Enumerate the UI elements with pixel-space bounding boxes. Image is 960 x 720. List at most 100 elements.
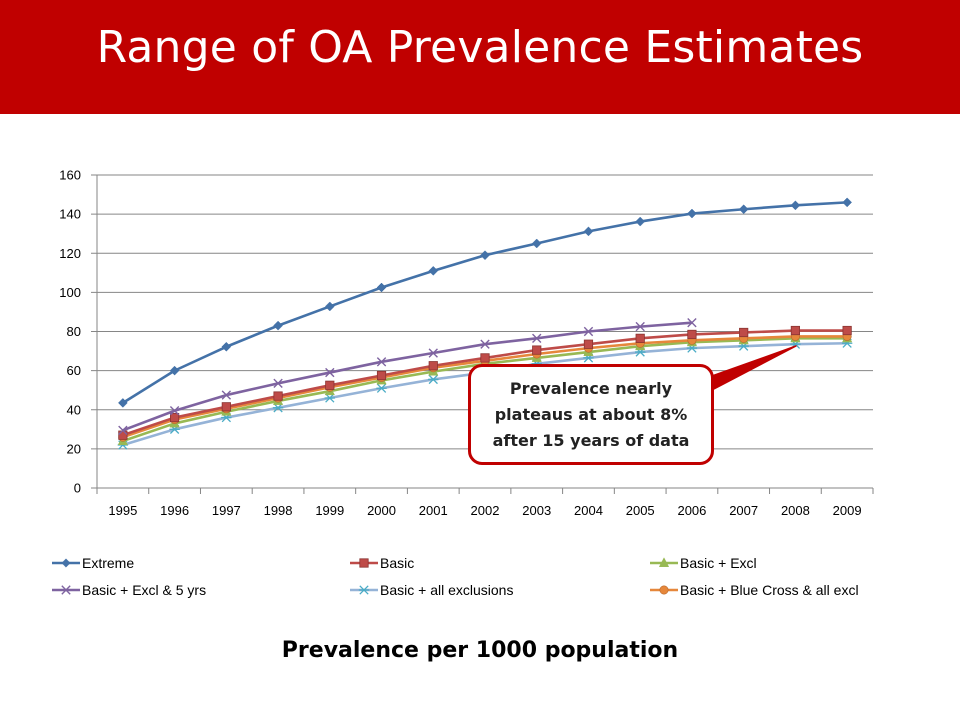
- x-tick-label: 2008: [781, 503, 810, 518]
- data-point: [480, 353, 490, 363]
- legend-item: Basic + all exclusions: [350, 582, 513, 598]
- x-tick-label: 2007: [729, 503, 758, 518]
- x-tick-label: 2000: [367, 503, 396, 518]
- data-point: [118, 398, 128, 408]
- series-group: [117, 197, 853, 450]
- x-tick-label: 1995: [108, 503, 137, 518]
- data-point: [221, 402, 231, 412]
- legend-label: Basic + all exclusions: [380, 582, 513, 598]
- x-tick-label: 1996: [160, 503, 189, 518]
- data-point: [738, 204, 749, 215]
- y-tick-label: 100: [59, 285, 81, 300]
- data-point: [583, 326, 594, 337]
- data-point: [221, 390, 232, 400]
- x-tick-label: 1998: [264, 503, 293, 518]
- data-point: [273, 320, 283, 331]
- slide-title: Range of OA Prevalence Estimates: [96, 22, 864, 73]
- legend-item: Basic: [350, 555, 414, 571]
- data-point: [169, 365, 180, 376]
- y-tick-label: 160: [59, 168, 81, 183]
- data-point: [324, 393, 335, 403]
- data-point: [687, 329, 697, 340]
- data-point: [687, 318, 697, 328]
- callout-box: Prevalence nearly plateaus at about 8% a…: [468, 364, 714, 465]
- x-tick-labels: 1995 1996 1997 1998 1999 2000 2001 2002 2003 2004…: [108, 503, 861, 518]
- data-point: [635, 216, 646, 227]
- data-point: [273, 391, 283, 401]
- data-point: [428, 266, 439, 276]
- data-point: [480, 250, 490, 261]
- data-point: [272, 403, 284, 413]
- legend-swatch-marker: [358, 585, 370, 595]
- data-point: [842, 197, 852, 208]
- legend-item: Extreme: [52, 555, 134, 571]
- data-point: [583, 226, 594, 237]
- x-tick-label: 2006: [677, 503, 706, 518]
- data-point: [325, 367, 335, 378]
- title-bar: Range of OA Prevalence Estimates: [0, 0, 960, 114]
- legend-item: Basic + Excl & 5 yrs: [52, 582, 206, 598]
- legend-swatch-marker: [359, 558, 369, 568]
- x-tick-label: 2005: [626, 503, 655, 518]
- data-point: [739, 327, 749, 338]
- callout-text: Prevalence nearly plateaus at about 8% a…: [492, 378, 690, 450]
- series-basic: [118, 325, 852, 440]
- data-point: [273, 378, 283, 389]
- series-line: [122, 321, 693, 432]
- data-point: [583, 339, 594, 349]
- data-point: [428, 348, 438, 358]
- y-tick-label: 80: [67, 324, 81, 339]
- data-point: [790, 200, 801, 211]
- data-point: [376, 357, 387, 367]
- data-point: [325, 380, 335, 390]
- y-tick-label: 140: [59, 207, 81, 222]
- y-tick-label: 0: [74, 481, 81, 496]
- x-tick-label: 1997: [212, 503, 241, 518]
- x-tick-label: 1999: [315, 503, 344, 518]
- x-tick-label: 2001: [419, 503, 448, 518]
- data-point: [635, 321, 645, 332]
- x-tick-label: 2003: [522, 503, 551, 518]
- data-point: [635, 333, 645, 343]
- legend-label: Extreme: [82, 555, 134, 571]
- axes: [91, 174, 874, 494]
- legend-item: Basic + Excl: [650, 555, 757, 571]
- legend-label: Basic: [380, 555, 414, 571]
- legend-swatch-marker: [659, 585, 669, 595]
- x-tick-label: 2004: [574, 503, 603, 518]
- legend-label: Basic + Excl & 5 yrs: [82, 582, 206, 598]
- x-tick-label: 2002: [471, 503, 500, 518]
- data-point: [221, 341, 232, 352]
- data-point: [376, 282, 387, 293]
- legend-label: Basic + Blue Cross & all excl: [680, 582, 859, 598]
- data-point: [118, 425, 128, 435]
- series-basic-excl-5-yrs: [118, 318, 697, 435]
- chart-area: 0 20 40 60 80 100 120 140 160 1995 1996 1997 1998 19…: [0, 114, 960, 624]
- data-point: [532, 333, 542, 344]
- data-point: [324, 301, 335, 312]
- data-point: [480, 339, 490, 349]
- x-tick-label: 2009: [833, 503, 862, 518]
- y-tick-label: 20: [67, 441, 81, 456]
- legend-swatch-marker: [658, 557, 670, 567]
- data-point: [428, 361, 438, 371]
- y-tick-labels: 0 20 40 60 80 100 120 140 160: [59, 168, 81, 496]
- y-tick-label: 120: [59, 246, 81, 261]
- callout-pointer: [711, 345, 797, 391]
- legend-swatch-marker: [61, 558, 71, 568]
- data-point: [532, 345, 542, 355]
- data-point: [169, 412, 180, 423]
- legend-label: Basic + Excl: [680, 555, 757, 571]
- data-point: [790, 325, 801, 336]
- data-point: [842, 325, 852, 336]
- data-point: [428, 374, 439, 385]
- y-tick-label: 40: [67, 402, 81, 417]
- legend: Extreme Basic Basic + Excl Basic + Excl & 5…: [52, 555, 859, 598]
- legend-item: Basic + Blue Cross & all excl: [650, 582, 859, 598]
- legend-swatch-marker: [61, 585, 71, 595]
- callout-pointer-shape: [711, 345, 797, 391]
- series-extreme: [118, 197, 852, 408]
- data-point: [687, 208, 697, 219]
- data-point: [376, 383, 387, 393]
